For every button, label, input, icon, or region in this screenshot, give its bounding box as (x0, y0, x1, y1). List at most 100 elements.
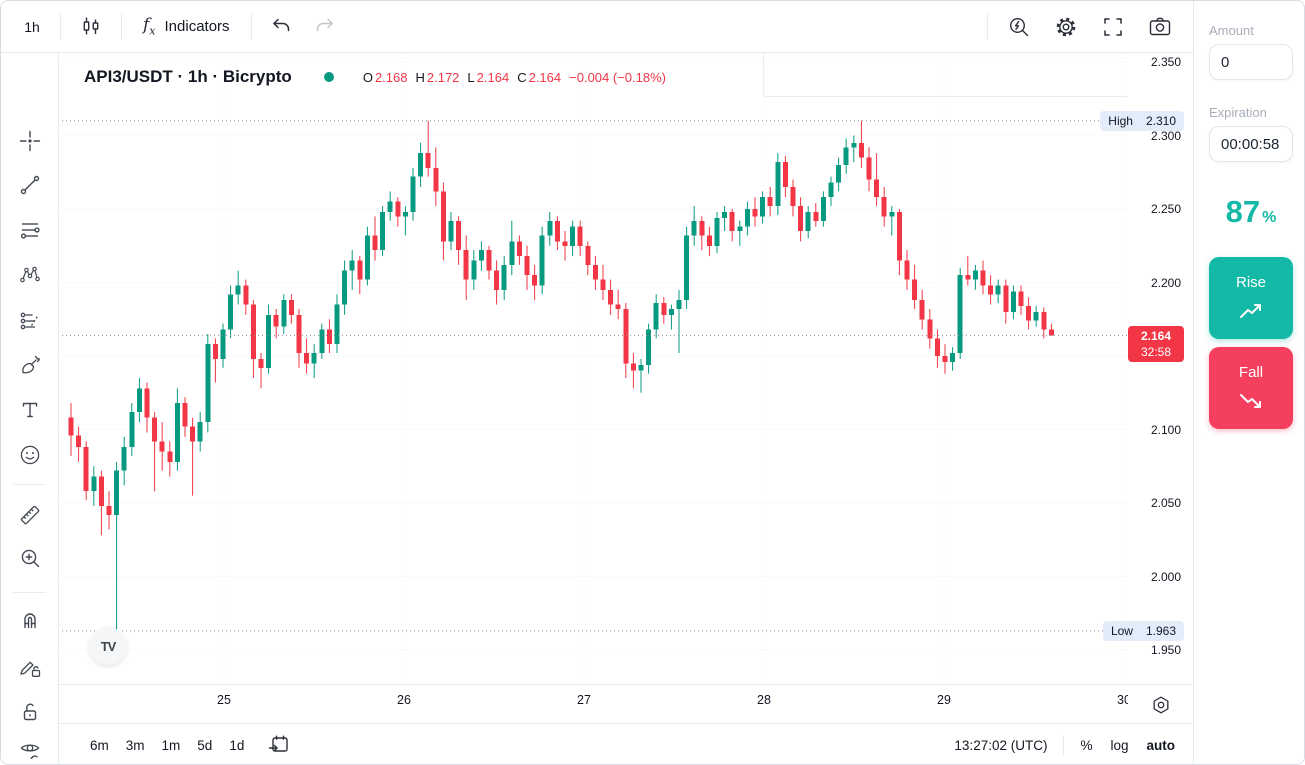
price-label: 2.100 (1150, 422, 1181, 437)
trending-up-icon (1237, 300, 1265, 322)
price-axis[interactable]: High 2.310 Low 1.963 2.164 32:58 2.350 2.30… (1100, 53, 1193, 684)
symbol-title[interactable]: API3/USDT · 1h · Bicrypto (84, 67, 292, 86)
candlestick-plot (58, 53, 1128, 684)
divider (250, 13, 252, 40)
expiration-label: Expiration (1209, 105, 1267, 120)
divider (60, 13, 61, 40)
chart-canvas[interactable]: API3/USDT · 1h · Bicrypto O 2.168 H 2.172 … (58, 53, 1128, 684)
auto-scale-button[interactable]: auto (1146, 737, 1176, 753)
text-tool[interactable] (10, 394, 50, 426)
drawing-mode-lock-tool[interactable] (10, 651, 50, 683)
divider (1063, 735, 1065, 755)
range-6m[interactable]: 6m (90, 737, 109, 753)
fall-button[interactable]: Fall (1209, 347, 1293, 429)
ruler-tool[interactable] (10, 499, 50, 531)
date-range-buttons: 6m 3m 1m 5d 1d (90, 738, 244, 753)
zoom-in-tool[interactable] (10, 542, 50, 574)
divider (121, 13, 122, 40)
range-1m[interactable]: 1m (161, 737, 181, 753)
rise-label: Rise (1235, 274, 1266, 291)
ohlc-values: O 2.168 H 2.172 L 2.164 C 2.164 −0.004 (−0.1… (362, 69, 666, 85)
pane-seam-vertical (763, 53, 764, 96)
interval-button[interactable]: 1h (24, 18, 40, 35)
gear-icon (1052, 13, 1080, 41)
fx-icon: fx (143, 15, 156, 38)
last-price-badge: 2.164 32:58 (1128, 326, 1184, 363)
hexagon-settings-icon (1149, 693, 1173, 717)
drawing-toolbar (1, 53, 59, 764)
last-price: 2.164 (1140, 329, 1172, 344)
range-5d[interactable]: 5d (197, 737, 213, 753)
divider (13, 484, 46, 485)
quick-search-icon (1005, 13, 1033, 41)
change-value: −0.004 (−0.18%) (569, 69, 666, 85)
undo-button[interactable] (259, 8, 303, 46)
price-label: 1.950 (1150, 643, 1181, 657)
emoji-tool[interactable] (10, 439, 50, 471)
trending-down-icon (1237, 390, 1265, 412)
forecast-tool[interactable] (10, 304, 50, 336)
fullscreen-button[interactable] (1089, 8, 1136, 46)
price-label: 2.200 (1150, 275, 1181, 290)
trade-panel: Amount Expiration 87% Rise Fall (1193, 1, 1304, 764)
xabcd-pattern-tool[interactable] (10, 259, 50, 291)
redo-button[interactable] (303, 8, 347, 46)
clock-timezone-button[interactable]: 13:27:02 (UTC) (954, 737, 1048, 753)
fib-retracement-tool[interactable] (10, 214, 50, 246)
time-tick: 26 (397, 693, 411, 707)
magnet-tool[interactable] (10, 604, 50, 636)
settings-button[interactable] (1042, 8, 1089, 46)
indicators-button[interactable]: fx Indicators (129, 8, 244, 46)
high-price-badge: High 2.310 (1100, 110, 1184, 131)
payout-percentage: 87% (1225, 194, 1277, 229)
time-tick: 28 (757, 693, 771, 707)
range-3m[interactable]: 3m (125, 737, 145, 753)
axis-settings-button[interactable] (1128, 684, 1193, 724)
price-label: 2.350 (1150, 55, 1181, 69)
fall-label: Fall (1238, 364, 1264, 381)
expiration-input[interactable] (1209, 126, 1293, 162)
hide-drawings-tool[interactable] (10, 734, 50, 764)
time-tick: 30 (1117, 693, 1128, 707)
undo-icon (267, 13, 295, 41)
price-label: 2.050 (1150, 496, 1181, 510)
quick-search-button[interactable] (995, 8, 1042, 46)
candle-countdown: 32:58 (1140, 345, 1172, 360)
divider (987, 13, 988, 40)
candles-style-icon (77, 13, 105, 41)
fullscreen-icon (1099, 13, 1127, 41)
time-tick: 25 (217, 693, 231, 707)
go-to-date-button[interactable] (266, 732, 292, 758)
screenshot-button[interactable] (1136, 8, 1183, 46)
chart-style-button[interactable] (68, 8, 114, 46)
price-label: 2.300 (1150, 128, 1181, 143)
range-1d[interactable]: 1d (229, 737, 245, 753)
trend-line-tool[interactable] (10, 169, 50, 201)
market-status-dot (323, 72, 334, 82)
bottom-toolbar: 6m 3m 1m 5d 1d 13:27:02 (UTC) % log auto (58, 723, 1193, 764)
chart-legend: API3/USDT · 1h · Bicrypto O 2.168 H 2.172 … (84, 67, 666, 87)
percent-scale-button[interactable]: % (1080, 737, 1093, 753)
log-scale-button[interactable]: log (1110, 737, 1129, 753)
time-axis[interactable]: 25 26 27 28 29 30 (58, 684, 1128, 724)
tradingview-logo[interactable]: TV (89, 627, 127, 665)
rise-button[interactable]: Rise (1209, 257, 1293, 339)
price-label: 2.000 (1150, 569, 1181, 584)
price-label: 2.250 (1150, 202, 1181, 216)
lock-all-drawings-tool[interactable] (10, 696, 50, 728)
divider (13, 592, 46, 593)
brush-tool[interactable] (10, 349, 50, 381)
redo-icon (311, 13, 339, 41)
go-to-date-icon (266, 732, 292, 758)
camera-icon (1146, 13, 1174, 41)
time-tick: 29 (937, 693, 951, 707)
amount-label: Amount (1209, 23, 1254, 38)
amount-input[interactable] (1209, 44, 1293, 80)
indicators-label: Indicators (164, 18, 230, 35)
pane-seam-horizontal (763, 96, 1128, 97)
low-price-badge: Low 1.963 (1102, 620, 1184, 641)
top-toolbar: 1h fx Indicators (1, 1, 1193, 53)
crosshair-tool[interactable] (10, 125, 50, 157)
time-tick: 27 (577, 693, 591, 707)
